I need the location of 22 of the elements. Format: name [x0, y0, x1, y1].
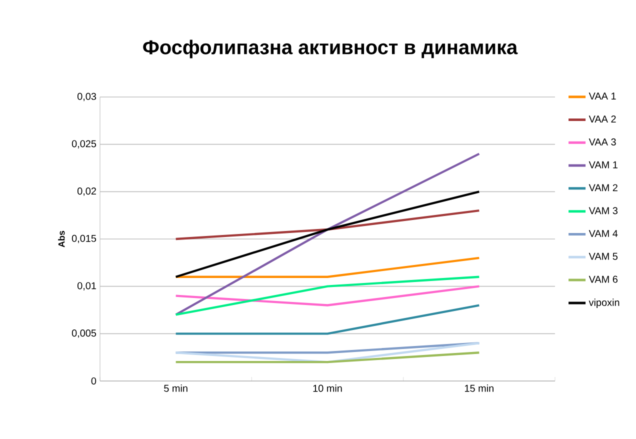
x-tick-label: 5 min [164, 384, 188, 392]
legend-label: VAA 1 [588, 92, 616, 100]
legend-label: VAM 4 [588, 230, 618, 237]
y-tick-label: 0,005 [72, 330, 96, 338]
legend-label: VAM 5 [588, 252, 618, 260]
y-tick-label: 0,015 [72, 234, 96, 244]
y-tick-label: 0 [91, 377, 96, 385]
legend-label: VAA 2 [588, 116, 616, 122]
chart-title: Фосфолипазна активност в динамика [143, 40, 518, 58]
y-tick-label: 0,025 [72, 140, 96, 148]
y-tick-label: 0,03 [77, 92, 96, 102]
legend-label: VAM 6 [588, 276, 618, 283]
legend-label: VAM 3 [588, 207, 618, 214]
legend-label: VAA 3 [588, 138, 616, 146]
legend-label: vipoxin [588, 298, 620, 308]
x-tick-label: 10 min [313, 384, 342, 392]
x-tick-label: 15 min [464, 384, 494, 392]
legend-label: VAM 1 [588, 161, 618, 168]
y-tick-label: 0,02 [77, 188, 96, 196]
legend-label: VAM 2 [588, 184, 618, 192]
y-axis-title: Abs [58, 230, 65, 248]
y-tick-label: 0,01 [77, 282, 96, 290]
